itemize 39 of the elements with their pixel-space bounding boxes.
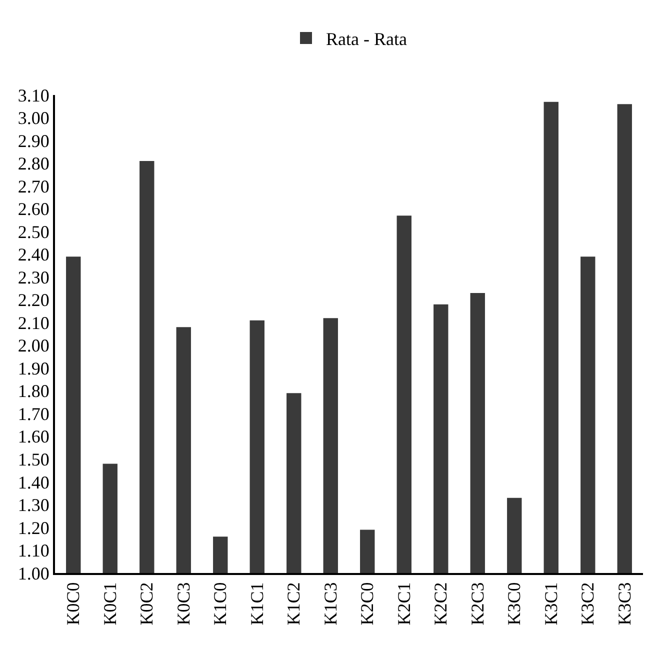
y-tick-label: 2.30	[18, 267, 50, 288]
y-tick-label: 1.00	[18, 563, 50, 584]
y-tick-label: 1.90	[18, 358, 50, 378]
y-tick-label: 3.10	[18, 85, 50, 106]
y-tick-label: 1.20	[18, 518, 50, 538]
y-tick-label: 2.70	[18, 176, 50, 196]
y-tick-label: 2.50	[18, 222, 50, 242]
x-tick-label: K3C3	[614, 582, 634, 626]
x-tick-label: K0C2	[136, 582, 157, 626]
x-tick-label: K3C2	[578, 582, 598, 626]
x-tick-label: K0C3	[173, 582, 194, 626]
x-tick-label: K1C0	[210, 582, 230, 626]
x-tick-label: K2C3	[467, 582, 488, 626]
x-tick-label: K2C2	[430, 582, 451, 626]
y-tick-label: 2.60	[18, 199, 50, 220]
x-tick-label: K2C1	[394, 582, 414, 626]
y-tick-label: 1.10	[18, 540, 50, 561]
y-tick-label: 2.10	[18, 312, 50, 333]
y-tick-label: 2.20	[18, 290, 50, 310]
x-tick-label: K1C3	[320, 582, 340, 626]
y-tick-label: 2.40	[18, 244, 50, 265]
y-tick-label: 3.00	[18, 108, 50, 128]
x-tick-label: K3C0	[504, 582, 524, 626]
y-tick-label: 1.30	[18, 495, 50, 516]
x-tick-label: K1C2	[284, 582, 304, 626]
x-tick-label: K0C1	[100, 582, 120, 626]
y-tick-label: 1.40	[18, 472, 50, 492]
x-tick-label: K2C0	[357, 582, 378, 626]
y-tick-label: 1.50	[18, 449, 50, 470]
y-tick-label: 1.80	[18, 381, 50, 402]
x-tick-label: K0C0	[63, 582, 84, 626]
y-tick-label: 2.00	[18, 336, 50, 356]
y-tick-label: 1.70	[18, 404, 50, 424]
x-tick-label: K3C1	[540, 582, 561, 626]
y-tick-label: 1.60	[18, 426, 50, 447]
x-tick-label: K1C1	[246, 582, 267, 626]
y-tick-label: 2.80	[18, 154, 50, 174]
legend-label: Rata - Rata	[326, 28, 407, 49]
y-tick-label: 2.90	[18, 130, 50, 151]
